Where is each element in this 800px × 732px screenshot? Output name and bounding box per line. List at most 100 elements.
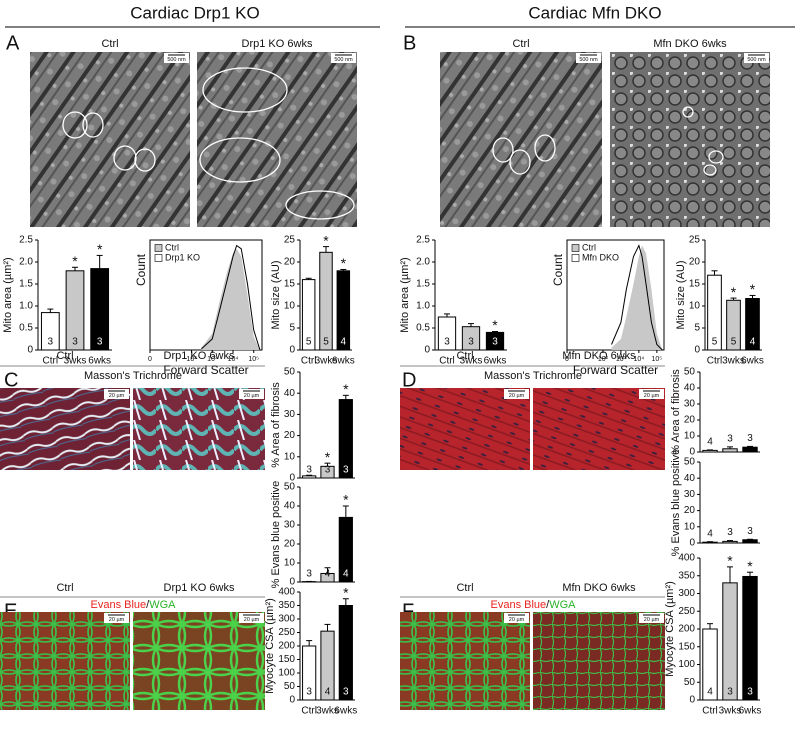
y-tick-label: 15	[689, 279, 701, 290]
image-label: Ctrl	[56, 350, 73, 362]
n-label: 4	[707, 528, 713, 539]
scale-label: 500 nm	[167, 57, 186, 63]
n-label: 3	[727, 434, 733, 445]
n-label: 3	[306, 465, 312, 476]
histogram-area	[611, 245, 663, 350]
x-tick-label: 10⁵	[248, 356, 259, 363]
n-label: 4	[341, 337, 347, 348]
n-label: 3	[343, 465, 349, 476]
y-tick-label: 300	[278, 614, 295, 625]
x-axis-label: Forward Scatter	[163, 363, 248, 377]
mito-outline	[703, 164, 717, 176]
n-label: 5	[712, 337, 718, 348]
image-label: Ctrl	[456, 582, 473, 594]
histogram-line	[611, 244, 663, 351]
y-axis-label: Count	[134, 253, 148, 286]
significance-marker: *	[750, 281, 756, 297]
significance-marker: *	[343, 492, 349, 508]
n-label: 3	[492, 337, 498, 348]
n-label: 3	[97, 337, 103, 348]
stain-label: Masson's Trichrome	[484, 370, 582, 382]
x-tick-label: 10⁴	[228, 356, 239, 363]
scale-label: 20 µm	[644, 393, 660, 399]
n-label: 4	[325, 569, 331, 580]
y-tick-label: 30	[284, 409, 296, 420]
mito-outline	[708, 150, 724, 164]
legend-label: Mfn DKO	[582, 252, 619, 262]
scale-label: 20 µm	[244, 617, 260, 623]
y-axis-label: Myocyte CSA (µm²)	[264, 598, 276, 694]
x-tick-label: 0	[565, 356, 569, 363]
bar	[742, 539, 758, 544]
n-label: 3	[48, 337, 54, 348]
image-label: Mfn DKO 6wks	[562, 582, 636, 594]
scale-box	[239, 389, 264, 399]
stain-part: /	[146, 599, 150, 611]
bar	[742, 575, 758, 701]
y-tick-label: 0	[289, 345, 295, 356]
micrograph	[133, 388, 265, 470]
x-tick-label: 6wks	[484, 356, 507, 367]
y-tick-label: 350	[678, 570, 695, 581]
y-tick-label: 0	[27, 345, 33, 356]
stain-label: Evans Blue/WGA	[91, 599, 177, 611]
image-label: Drp1 KO 6wks	[242, 38, 313, 50]
y-tick-label: 30	[684, 489, 696, 500]
n-label: 3	[72, 337, 78, 348]
bar	[319, 251, 333, 351]
x-tick-label: Ctrl	[43, 356, 59, 367]
y-tick-label: 400	[678, 553, 695, 564]
y-tick-label: 1.5	[19, 279, 33, 290]
x-tick-label: Ctrl	[702, 706, 718, 717]
significance-marker: *	[747, 558, 753, 574]
y-tick-label: 100	[278, 668, 295, 679]
mito-outline	[682, 106, 694, 118]
x-axis-label: Forward Scatter	[573, 363, 658, 377]
image-label: Ctrl	[56, 582, 73, 594]
mito-outline	[534, 134, 556, 162]
y-axis-label: % Area of fibrosis	[670, 369, 682, 455]
significance-marker: *	[343, 584, 349, 600]
bar	[302, 475, 317, 479]
micrograph	[440, 52, 602, 227]
histogram-line	[201, 244, 261, 351]
mito-outline	[492, 137, 514, 163]
n-label: 3	[444, 337, 450, 348]
y-tick-label: 15	[284, 279, 296, 290]
y-tick-label: 350	[278, 600, 295, 611]
scale-box	[504, 613, 529, 623]
x-tick-label: 10⁴	[633, 356, 644, 363]
significance-marker: *	[97, 241, 103, 257]
y-axis-label: Mito size (AU)	[270, 260, 282, 329]
image-label: Mfn DKO 6wks	[653, 38, 727, 50]
stain-label: Masson's Trichrome	[84, 370, 182, 382]
x-tick-label: Ctrl	[439, 356, 455, 367]
scale-label: 20 µm	[109, 617, 125, 623]
legend-swatch	[154, 254, 163, 262]
y-tick-label: 40	[284, 388, 296, 399]
n-label: 5	[731, 337, 737, 348]
y-tick-label: 30	[284, 520, 296, 531]
y-tick-label: 20	[284, 257, 296, 268]
n-label: 3	[468, 337, 474, 348]
y-tick-label: 40	[684, 473, 696, 484]
y-tick-label: 200	[678, 624, 695, 635]
stain-label: Evans Blue/WGA	[491, 599, 577, 611]
scale-label: 20 µm	[244, 393, 260, 399]
micrograph	[533, 612, 665, 710]
y-tick-label: 150	[678, 641, 695, 652]
scale-box	[104, 613, 129, 623]
y-tick-label: 1.0	[19, 301, 33, 312]
scale-label: 20 µm	[509, 393, 525, 399]
image-label: Ctrl	[456, 350, 473, 362]
y-tick-label: 0	[689, 538, 695, 549]
y-axis-label: Mito area (µm²)	[2, 257, 14, 332]
x-tick-label: 6wks	[334, 706, 357, 717]
scale-label: 500 nm	[334, 57, 353, 63]
scale-box	[639, 389, 664, 399]
x-tick-label: 6wks	[739, 706, 762, 717]
bar	[702, 449, 718, 453]
micrograph	[533, 388, 665, 470]
